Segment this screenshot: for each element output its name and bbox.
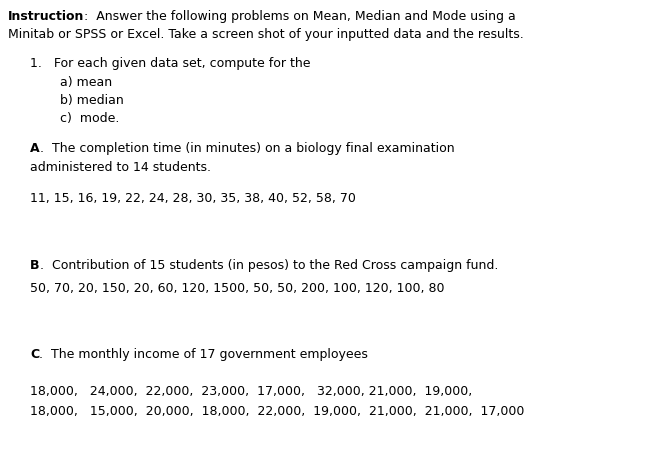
Text: Minitab or SPSS or Excel. Take a screen shot of your inputted data and the resul: Minitab or SPSS or Excel. Take a screen … xyxy=(8,28,524,41)
Text: A: A xyxy=(30,142,39,155)
Text: C: C xyxy=(30,347,39,360)
Text: .  Contribution of 15 students (in pesos) to the Red Cross campaign fund.: . Contribution of 15 students (in pesos)… xyxy=(39,258,498,271)
Text: b) median: b) median xyxy=(60,94,124,107)
Text: 18,000,   15,000,  20,000,  18,000,  22,000,  19,000,  21,000,  21,000,  17,000: 18,000, 15,000, 20,000, 18,000, 22,000, … xyxy=(30,404,524,417)
Text: a) mean: a) mean xyxy=(60,76,112,89)
Text: 18,000,   24,000,  22,000,  23,000,  17,000,   32,000, 21,000,  19,000,: 18,000, 24,000, 22,000, 23,000, 17,000, … xyxy=(30,384,472,397)
Text: administered to 14 students.: administered to 14 students. xyxy=(30,161,211,174)
Text: c)  mode.: c) mode. xyxy=(60,112,120,125)
Text: 50, 70, 20, 150, 20, 60, 120, 1500, 50, 50, 200, 100, 120, 100, 80: 50, 70, 20, 150, 20, 60, 120, 1500, 50, … xyxy=(30,282,445,294)
Text: B: B xyxy=(30,258,39,271)
Text: Instruction: Instruction xyxy=(8,10,84,23)
Text: .  The monthly income of 17 government employees: . The monthly income of 17 government em… xyxy=(39,347,368,360)
Text: 1.   For each given data set, compute for the: 1. For each given data set, compute for … xyxy=(30,57,311,70)
Text: :  Answer the following problems on Mean, Median and Mode using a: : Answer the following problems on Mean,… xyxy=(84,10,516,23)
Text: .  The completion time (in minutes) on a biology final examination: . The completion time (in minutes) on a … xyxy=(39,142,454,155)
Text: 11, 15, 16, 19, 22, 24, 28, 30, 35, 38, 40, 52, 58, 70: 11, 15, 16, 19, 22, 24, 28, 30, 35, 38, … xyxy=(30,192,356,205)
